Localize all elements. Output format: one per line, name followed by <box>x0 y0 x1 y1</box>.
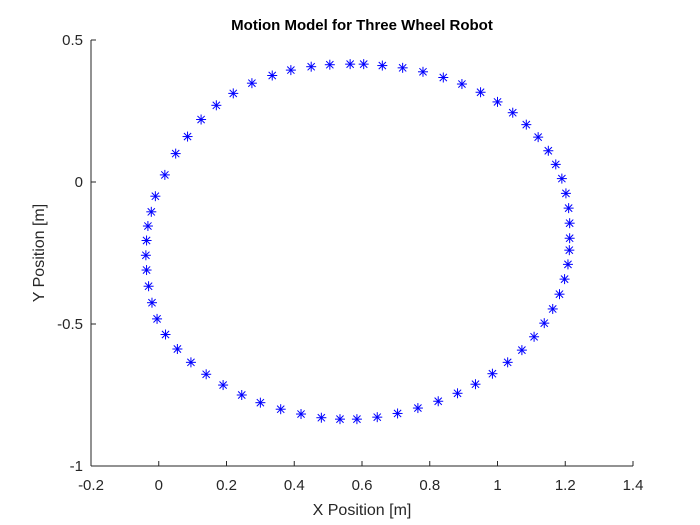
data-point <box>539 318 550 329</box>
data-point <box>160 329 171 340</box>
data-point <box>487 368 498 379</box>
data-point <box>170 148 181 159</box>
data-point <box>397 62 408 73</box>
data-point <box>543 145 554 156</box>
data-point <box>172 343 183 354</box>
data-point <box>563 203 574 214</box>
data-point <box>516 345 527 356</box>
data-point <box>146 297 157 308</box>
data-point <box>521 119 532 130</box>
x-tick-label: 0 <box>155 477 163 494</box>
data-point <box>559 274 570 285</box>
data-point <box>564 218 575 229</box>
data-point <box>218 380 229 391</box>
data-point <box>159 169 170 180</box>
data-point <box>492 96 503 107</box>
data-point <box>228 88 239 99</box>
x-tick-label: 0.6 <box>352 477 373 494</box>
data-point <box>417 66 428 77</box>
data-point <box>502 357 513 368</box>
data-point <box>529 331 540 342</box>
x-tick-label: -0.2 <box>78 477 104 494</box>
x-tick-label: 1.2 <box>555 477 576 494</box>
data-point <box>475 87 486 98</box>
data-point <box>150 191 161 202</box>
data-point <box>412 403 423 414</box>
data-point <box>550 159 561 170</box>
data-point <box>533 132 544 143</box>
data-point <box>547 303 558 314</box>
data-point <box>334 414 345 425</box>
x-tick-label: 1 <box>493 477 501 494</box>
data-point <box>433 396 444 407</box>
data-point <box>196 114 207 125</box>
data-point <box>143 281 154 292</box>
y-ticks: -1 -0.5 0 0.5 <box>57 32 96 475</box>
y-tick-label: 0.5 <box>62 32 83 49</box>
data-point <box>141 235 152 246</box>
data-point <box>438 72 449 83</box>
data-point <box>470 379 481 390</box>
y-tick-label: 0 <box>75 174 83 191</box>
data-point <box>236 390 247 400</box>
data-point <box>211 100 222 111</box>
data-point <box>142 221 153 232</box>
data-point <box>182 131 193 142</box>
data-point <box>306 61 317 72</box>
x-tick-label: 0.4 <box>284 477 305 494</box>
data-point <box>246 78 257 89</box>
axes <box>90 40 633 467</box>
data-point <box>275 404 286 415</box>
data-point <box>255 397 266 408</box>
data-point <box>377 60 388 71</box>
data-point <box>296 409 307 420</box>
x-axis-label: X Position [m] <box>313 502 412 519</box>
data-point <box>324 59 335 70</box>
x-ticks: -0.2 0 0.2 0.4 0.6 0.8 1 1.2 1.4 <box>78 461 643 494</box>
data-point <box>285 65 296 76</box>
data-point <box>507 107 518 118</box>
data-point <box>452 388 463 399</box>
data-point <box>564 245 575 256</box>
data-point <box>554 289 565 300</box>
data-point <box>556 173 567 184</box>
data-point <box>152 313 163 324</box>
data-point <box>358 59 369 70</box>
data-point <box>345 59 356 70</box>
data-point <box>372 412 383 423</box>
data-points <box>140 59 575 425</box>
data-point <box>560 188 571 199</box>
y-tick-label: -1 <box>70 458 83 475</box>
data-point <box>201 369 212 380</box>
chart-title: Motion Model for Three Wheel Robot <box>231 17 493 34</box>
data-point <box>146 206 157 217</box>
data-point <box>456 79 467 90</box>
x-tick-label: 1.4 <box>623 477 644 494</box>
x-tick-label: 0.8 <box>419 477 440 494</box>
x-tick-label: 0.2 <box>216 477 237 494</box>
data-point <box>316 412 327 423</box>
data-point <box>141 265 152 276</box>
y-axis-label: Y Position [m] <box>31 204 48 302</box>
y-tick-label: -0.5 <box>57 316 83 333</box>
data-point <box>562 259 573 270</box>
data-point <box>267 70 278 81</box>
data-point <box>564 233 575 244</box>
data-point <box>351 414 362 425</box>
data-point <box>392 408 403 419</box>
data-point <box>185 357 196 368</box>
data-point <box>140 250 151 261</box>
